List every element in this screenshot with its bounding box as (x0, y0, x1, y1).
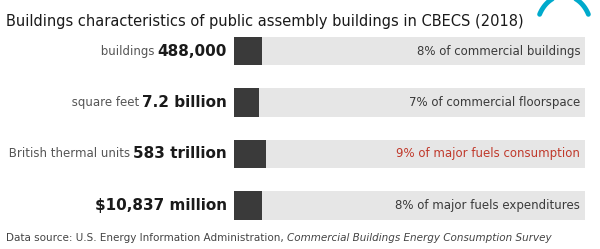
Text: Buildings characteristics of public assembly buildings in CBECS (2018): Buildings characteristics of public asse… (6, 14, 524, 29)
Text: 7.2 billion: 7.2 billion (142, 95, 227, 110)
Text: 583 trillion: 583 trillion (133, 146, 227, 161)
Text: square feet: square feet (68, 96, 139, 109)
Text: Commercial Buildings Energy Consumption Survey: Commercial Buildings Energy Consumption … (287, 233, 551, 243)
Text: $10,837 million: $10,837 million (95, 198, 227, 213)
Text: Data source: U.S. Energy Information Administration,: Data source: U.S. Energy Information Adm… (6, 233, 287, 243)
Text: 8% of major fuels expenditures: 8% of major fuels expenditures (395, 199, 580, 212)
Text: 9% of major fuels consumption: 9% of major fuels consumption (397, 147, 580, 160)
Text: British thermal units: British thermal units (5, 147, 130, 160)
Text: buildings: buildings (97, 45, 154, 58)
Text: eia: eia (551, 44, 577, 59)
Text: 8% of commercial buildings: 8% of commercial buildings (416, 45, 580, 58)
Text: 488,000: 488,000 (157, 44, 227, 59)
Text: 7% of commercial floorspace: 7% of commercial floorspace (409, 96, 580, 109)
